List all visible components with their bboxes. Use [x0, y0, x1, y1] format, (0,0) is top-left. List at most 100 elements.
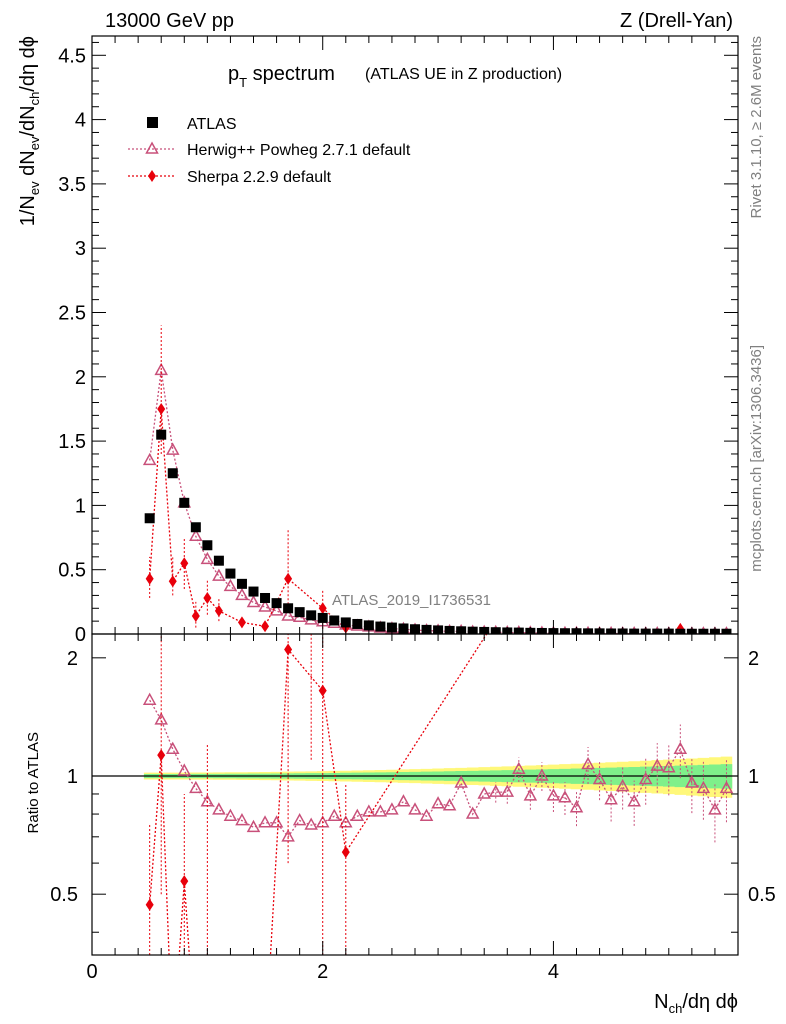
herwig-point	[258, 599, 272, 612]
legend-herwig-marker	[145, 141, 159, 154]
herwig-ratio-point	[396, 794, 411, 807]
ytick-upper-label: 4	[75, 110, 86, 132]
herwig-ratio-point	[477, 786, 491, 799]
herwig-ratio-point	[177, 763, 192, 776]
ytick-upper-label: 3	[75, 238, 86, 260]
herwig-ratio-point	[708, 802, 722, 815]
sherpa-ratio-point	[157, 749, 166, 762]
atlas-point	[317, 612, 328, 623]
ytick-upper-label: 3.5	[58, 174, 86, 196]
herwig-ratio-point	[673, 741, 688, 754]
ytick-upper-label: 0	[75, 624, 86, 646]
ytick-upper-label: 2	[75, 367, 86, 389]
herwig-ratio-point	[350, 808, 365, 821]
sherpa-point	[203, 591, 212, 604]
ytick-lower-label: 0.5	[50, 884, 78, 906]
herwig-ratio-point	[419, 808, 434, 821]
ytick-lower-label: 2	[67, 648, 78, 670]
rivet-label: Rivet 3.1.10, ≥ 2.6M events	[748, 36, 765, 219]
herwig-ratio-point	[535, 768, 549, 781]
sherpa-point	[318, 602, 327, 615]
header-left: 13000 GeV pp	[105, 10, 234, 32]
herwig-ratio-point	[385, 802, 399, 815]
herwig-ratio-point	[650, 758, 665, 771]
atlas-point	[340, 617, 351, 628]
herwig-ratio-point	[269, 815, 284, 828]
atlas-point	[490, 627, 501, 634]
herwig-point	[189, 528, 203, 542]
herwig-point	[142, 452, 157, 466]
herwig-ratio-point	[154, 712, 168, 725]
atlas-point	[283, 603, 294, 614]
atlas-point	[559, 628, 570, 634]
sherpa-point	[261, 620, 270, 633]
herwig-point	[235, 587, 249, 601]
atlas-point	[675, 628, 686, 634]
herwig-ratio-point	[327, 808, 342, 821]
legend-atlas-label: ATLAS	[187, 116, 237, 133]
atlas-point	[144, 513, 155, 524]
chart-title-note: (ATLAS UE in Z production)	[365, 66, 562, 83]
herwig-ratio-point	[235, 813, 249, 826]
atlas-point	[329, 615, 340, 626]
mcplots-label: mcplots.cern.ch [arXiv:1306.3436]	[748, 345, 765, 572]
atlas-point	[294, 607, 305, 618]
header-right: Z (Drell-Yan)	[620, 10, 733, 32]
atlas-point	[271, 598, 282, 609]
sherpa-point	[237, 616, 246, 629]
herwig-point	[200, 551, 215, 565]
herwig-ratio-point	[212, 802, 226, 815]
sherpa-point	[168, 575, 177, 588]
ytick-lower-label: 1	[67, 766, 78, 788]
ytick-lower-label-right: 2	[748, 648, 759, 670]
herwig-ratio-point	[304, 817, 318, 830]
atlas-point	[352, 618, 363, 629]
legend-sherpa-label: Sherpa 2.2.9 default	[187, 169, 332, 186]
upper-ylabel: 1/Nev dNev/dNch/dη dϕ	[17, 36, 42, 226]
herwig-point	[223, 578, 238, 592]
herwig-point	[246, 594, 261, 608]
herwig-ratio-point	[512, 761, 526, 775]
herwig-ratio-point	[546, 788, 561, 801]
herwig-ratio-point	[696, 780, 711, 794]
atlas-point	[156, 429, 167, 440]
herwig-point	[154, 362, 168, 376]
xlabel: Nch/dη dϕ	[654, 991, 738, 1016]
sherpa-ratio-point	[318, 684, 327, 697]
ytick-upper-label: 0.5	[58, 560, 86, 582]
analysis-tag: ATLAS_2019_I1736531	[332, 592, 491, 609]
chart-title: pT spectrum	[228, 63, 335, 90]
lower-ylabel: Ratio to ATLAS	[25, 732, 42, 833]
atlas-point	[190, 522, 201, 533]
herwig-ratio-point	[465, 806, 480, 819]
herwig-ratio-point	[258, 815, 272, 828]
ytick-upper-label: 1	[75, 495, 86, 517]
atlas-point	[179, 497, 190, 508]
herwig-ratio-point	[442, 798, 457, 811]
herwig-ratio-point	[246, 819, 261, 833]
herwig-ratio-point	[581, 756, 595, 770]
legend-herwig-label: Herwig++ Powheg 2.7.1 default	[187, 142, 411, 159]
herwig-ratio-point	[362, 804, 376, 817]
sherpa-point	[145, 572, 154, 585]
sherpa-point	[180, 557, 189, 570]
atlas-point	[236, 578, 247, 589]
herwig-ratio-point	[408, 802, 422, 815]
sherpa-point	[214, 604, 223, 617]
atlas-point	[583, 628, 594, 634]
herwig-ratio-point	[569, 800, 584, 813]
atlas-point	[444, 625, 455, 634]
herwig-ratio-point	[500, 784, 515, 797]
sherpa-ratio-line	[149, 634, 488, 955]
ytick-upper-label: 2.5	[58, 302, 86, 324]
atlas-point	[536, 627, 547, 634]
herwig-ratio-point	[142, 692, 157, 705]
herwig-ratio-point	[454, 775, 468, 788]
sherpa-ratio-point	[284, 643, 293, 656]
sherpa-point	[157, 402, 166, 415]
atlas-point	[606, 628, 617, 634]
lower-plot-area	[92, 634, 738, 955]
sherpa-ratio-point	[341, 846, 350, 859]
atlas-point	[375, 621, 386, 632]
